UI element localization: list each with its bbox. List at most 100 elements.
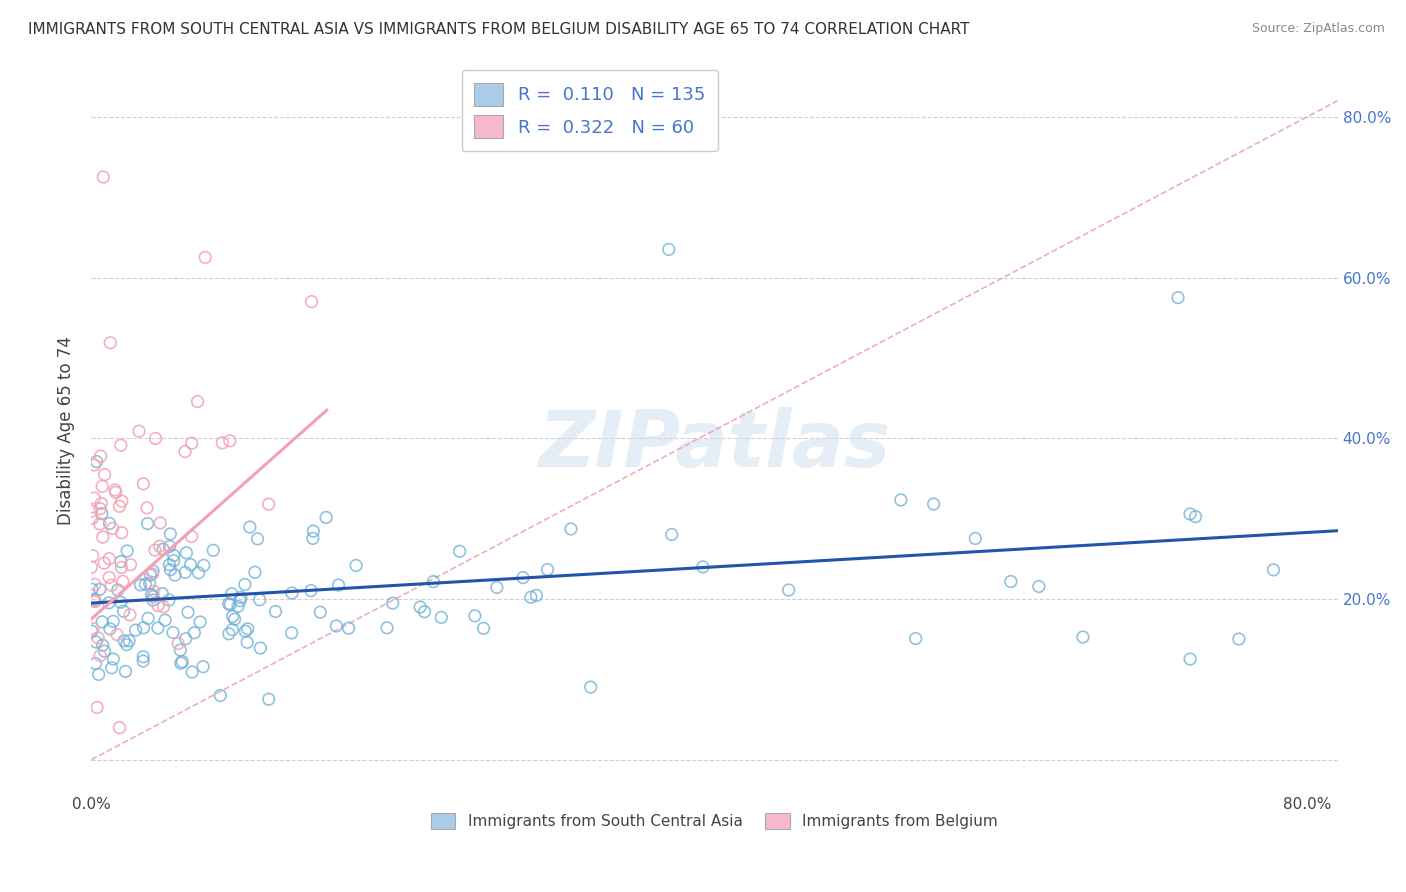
Point [91, 638, 114, 652]
Point [209, 689, 232, 703]
Point [661, 527, 683, 541]
Point [87, 631, 110, 645]
Point [89, 582, 111, 597]
Point [512, 571, 534, 585]
Point [243, 566, 266, 580]
Point [337, 621, 360, 635]
Text: Source: ZipAtlas.com: Source: ZipAtlas.com [1251, 22, 1385, 36]
Point [218, 626, 240, 640]
Point [170, 656, 193, 670]
Point [177, 605, 200, 619]
Point [82, 622, 104, 636]
Point [249, 592, 271, 607]
Point [221, 587, 243, 601]
Point [526, 588, 548, 602]
Point [1000, 574, 1022, 589]
Point [93, 644, 115, 658]
Point [142, 584, 165, 599]
Point [136, 611, 159, 625]
Point [142, 564, 165, 578]
Point [309, 605, 332, 619]
Point [110, 555, 132, 569]
Point [226, 599, 249, 614]
Point [111, 494, 134, 508]
Point [86, 700, 108, 714]
Point [236, 622, 259, 636]
Point [114, 665, 136, 679]
Point [264, 604, 287, 618]
Point [100, 661, 122, 675]
Point [413, 605, 436, 619]
Point [176, 546, 198, 560]
Point [91, 479, 114, 493]
Point [193, 558, 215, 573]
Point [1178, 507, 1201, 521]
Point [202, 543, 225, 558]
Point [111, 574, 134, 589]
Point [118, 607, 141, 622]
Point [1071, 630, 1094, 644]
Point [101, 521, 124, 535]
Point [84, 657, 107, 671]
Point [100, 578, 122, 592]
Point [84, 594, 107, 608]
Point [658, 243, 681, 257]
Point [239, 520, 262, 534]
Point [105, 627, 128, 641]
Point [301, 294, 323, 309]
Point [128, 424, 150, 438]
Point [89, 516, 111, 531]
Point [191, 659, 214, 673]
Point [124, 623, 146, 637]
Point [299, 583, 322, 598]
Text: IMMIGRANTS FROM SOUTH CENTRAL ASIA VS IMMIGRANTS FROM BELGIUM DISABILITY AGE 65 : IMMIGRANTS FROM SOUTH CENTRAL ASIA VS IM… [28, 22, 970, 37]
Point [181, 665, 204, 679]
Point [211, 435, 233, 450]
Point [104, 485, 127, 500]
Point [188, 615, 211, 629]
Point [98, 551, 121, 566]
Point [83, 577, 105, 591]
Point [180, 558, 202, 572]
Point [409, 600, 432, 615]
Point [520, 591, 543, 605]
Point [224, 612, 246, 626]
Point [430, 610, 453, 624]
Point [93, 467, 115, 482]
Point [84, 635, 107, 649]
Point [132, 476, 155, 491]
Y-axis label: Disability Age 65 to 74: Disability Age 65 to 74 [58, 335, 75, 524]
Point [84, 594, 107, 608]
Point [1028, 579, 1050, 593]
Point [129, 578, 152, 592]
Text: ZIPatlas: ZIPatlas [538, 407, 890, 483]
Point [153, 613, 176, 627]
Point [280, 625, 302, 640]
Point [163, 554, 186, 568]
Point [108, 721, 131, 735]
Point [281, 586, 304, 600]
Point [325, 619, 347, 633]
Point [328, 578, 350, 592]
Point [221, 609, 243, 624]
Point [163, 549, 186, 563]
Point [162, 625, 184, 640]
Point [235, 624, 257, 639]
Point [1167, 291, 1189, 305]
Point [257, 692, 280, 706]
Point [249, 640, 271, 655]
Point [194, 251, 217, 265]
Point [229, 591, 252, 605]
Point [110, 595, 132, 609]
Point [136, 500, 159, 515]
Point [169, 643, 191, 657]
Point [142, 590, 165, 604]
Point [159, 540, 181, 554]
Point [163, 568, 186, 582]
Point [422, 574, 444, 589]
Point [315, 510, 337, 524]
Point [167, 636, 190, 650]
Point [139, 568, 162, 582]
Point [82, 549, 104, 563]
Point [111, 525, 134, 540]
